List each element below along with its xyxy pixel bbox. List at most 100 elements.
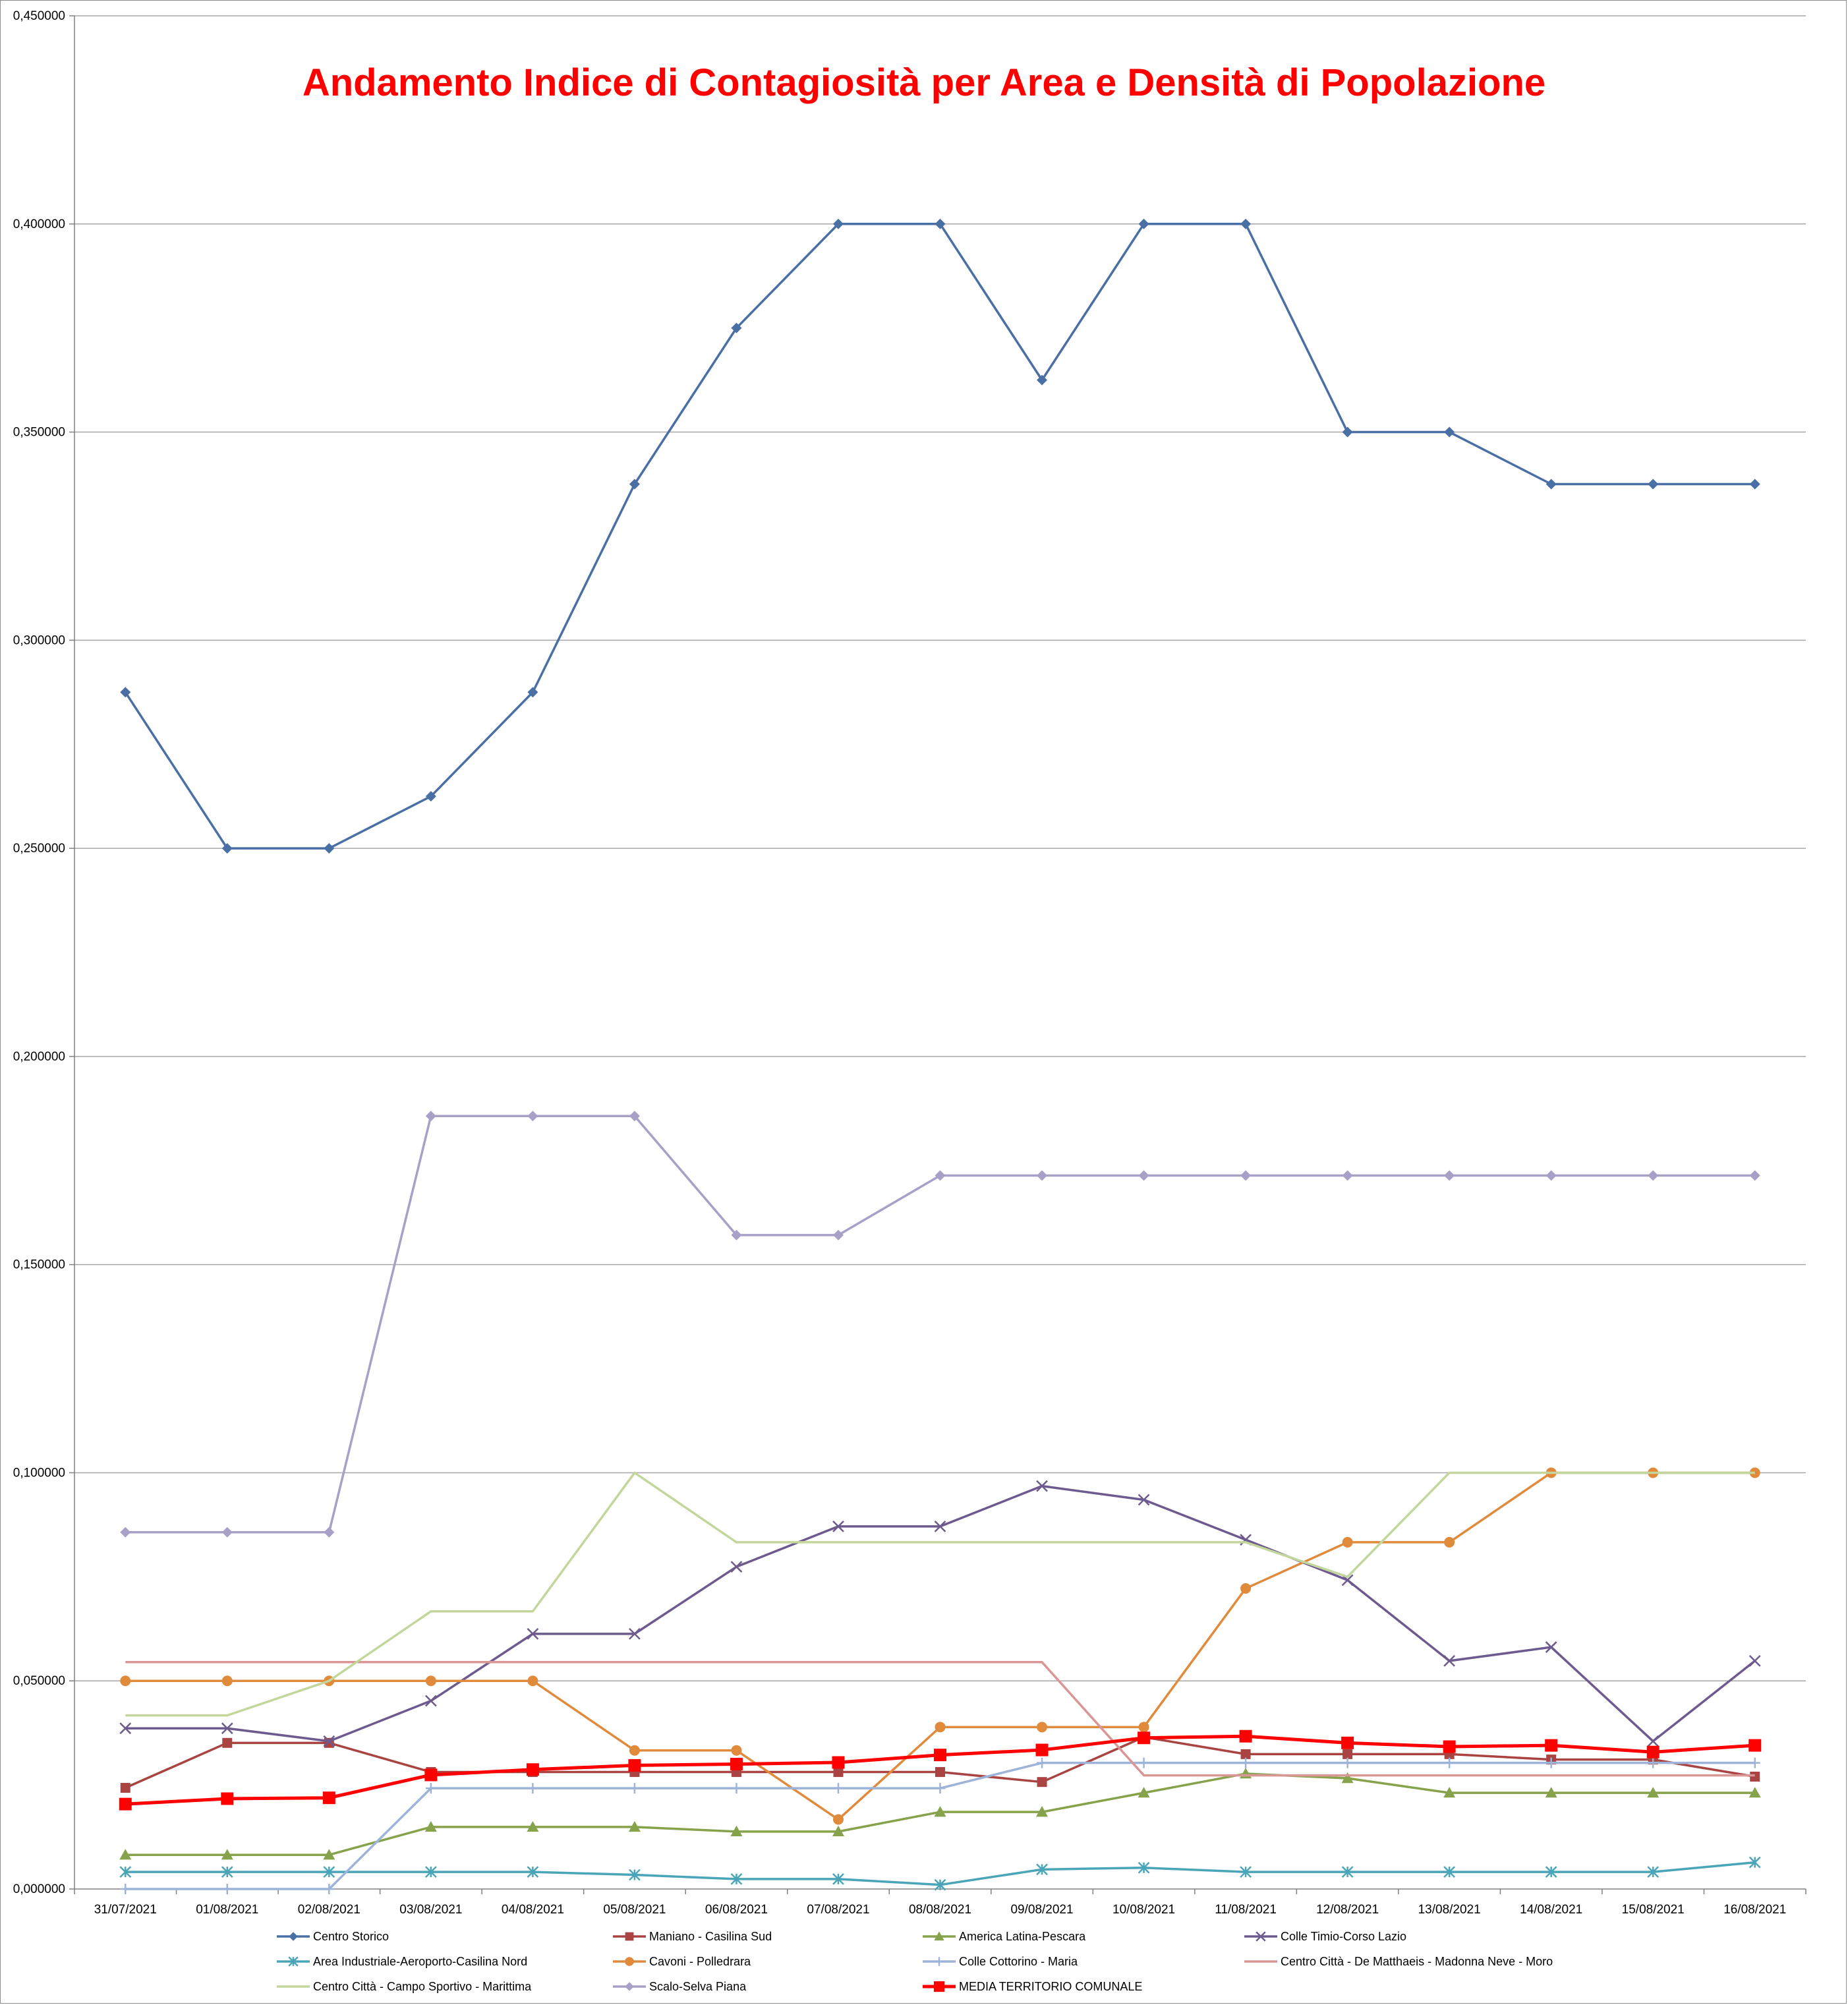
data-point (1748, 1739, 1762, 1752)
data-point (832, 1825, 844, 1837)
series-5 (120, 1467, 1760, 1825)
data-point (1444, 1757, 1455, 1768)
series-0 (120, 218, 1760, 854)
data-point (935, 1170, 946, 1181)
data-point (629, 1869, 641, 1881)
data-point (832, 1756, 845, 1769)
data-point (1240, 1866, 1252, 1878)
series-3 (119, 1480, 1761, 1747)
data-point (935, 1957, 944, 1966)
data-point (1240, 1583, 1252, 1594)
data-point (1545, 1787, 1557, 1798)
data-point (1037, 1722, 1048, 1733)
series-7 (125, 1661, 1755, 1777)
data-point (1545, 479, 1557, 490)
marker-stroke (221, 1722, 233, 1735)
data-point (934, 1749, 946, 1762)
legend-label: Colle Timio-Corso Lazio (1281, 1930, 1406, 1943)
data-point (1341, 1772, 1354, 1784)
legend-label: Centro Città - De Matthaeis - Madonna Ne… (1281, 1955, 1553, 1968)
data-point (1748, 1856, 1761, 1869)
data-point (1036, 1480, 1048, 1492)
marker-stroke (832, 1521, 844, 1532)
data-point (1037, 1170, 1048, 1181)
data-point (1545, 1641, 1557, 1653)
data-point (1342, 1757, 1353, 1768)
legend-entry: MEDIA TERRITORIO COMUNALE (923, 1980, 1142, 1993)
data-point (629, 1111, 640, 1122)
data-point (1036, 1863, 1048, 1876)
data-point (221, 1675, 233, 1687)
legend-label: Maniano - Casilina Sud (649, 1930, 772, 1943)
data-point (120, 1783, 130, 1793)
data-point (935, 1767, 945, 1778)
y-tick-label: 0,250000 (13, 842, 65, 856)
data-point (934, 1931, 944, 1941)
marker-stroke (1545, 1641, 1557, 1653)
data-point (832, 1521, 844, 1532)
data-point (526, 1763, 539, 1776)
legend-label: Centro Storico (313, 1930, 389, 1943)
data-point (222, 1737, 233, 1748)
data-point (425, 791, 436, 802)
data-point (1341, 1866, 1354, 1878)
data-point (1444, 1170, 1455, 1181)
marker-stroke (934, 1521, 946, 1532)
data-point (527, 1111, 538, 1122)
series-line (125, 1761, 1755, 1890)
data-point (935, 1783, 946, 1794)
x-tick-label: 09/08/2021 (1010, 1903, 1073, 1917)
data-point (730, 1561, 743, 1573)
legend-entry: Maniano - Casilina Sud (613, 1930, 772, 1943)
marker-stroke (1256, 1931, 1266, 1942)
y-tick-label: 0,400000 (13, 218, 65, 231)
x-tick-label: 10/08/2021 (1112, 1903, 1175, 1917)
x-tick-label: 07/08/2021 (807, 1903, 869, 1917)
legend-label: Colle Cottorino - Maria (959, 1955, 1078, 1968)
data-point (934, 1806, 946, 1817)
data-point (221, 1884, 233, 1894)
data-point (1256, 1931, 1266, 1942)
y-tick-label: 0,350000 (13, 426, 65, 440)
y-tick-label: 0,100000 (13, 1466, 65, 1480)
data-point (323, 1849, 335, 1860)
legend: Centro Storico Maniano - Casilina Sud Amer… (277, 1930, 1553, 1993)
data-point (322, 1791, 335, 1805)
data-point (730, 1825, 743, 1837)
data-point (425, 1675, 436, 1687)
marker-stroke (629, 1627, 641, 1640)
data-point (1647, 1787, 1660, 1798)
marker-stroke (1036, 1480, 1048, 1492)
data-point (832, 1873, 844, 1885)
data-point (1545, 1757, 1557, 1768)
series-9 (120, 1111, 1760, 1538)
data-point (221, 1866, 233, 1878)
data-point (1240, 1170, 1252, 1181)
data-point (425, 1111, 436, 1122)
data-point (221, 1526, 233, 1538)
series-layer (119, 218, 1762, 1894)
data-point (1749, 1170, 1760, 1181)
data-point (221, 1722, 233, 1735)
data-point (731, 1745, 742, 1756)
legend-label: Cavoni - Polledrara (649, 1955, 751, 1968)
data-point (731, 322, 742, 334)
legend-entry: Scalo-Selva Piana (613, 1980, 747, 1993)
marker-stroke (1138, 1494, 1150, 1506)
series-2 (119, 1768, 1761, 1860)
data-point (1545, 1170, 1557, 1181)
data-point (933, 1981, 945, 1992)
data-point (934, 1521, 946, 1532)
data-point (221, 843, 233, 854)
marker-stroke (119, 1722, 132, 1735)
data-point (288, 1956, 299, 1967)
data-point (935, 218, 946, 229)
data-point (424, 1866, 437, 1878)
y-tick-label: 0,300000 (13, 633, 65, 647)
marker-stroke (1443, 1655, 1456, 1667)
data-point (527, 1820, 539, 1832)
y-tick-label: 0,000000 (13, 1882, 65, 1896)
data-point (1037, 1777, 1047, 1787)
data-point (629, 479, 640, 490)
